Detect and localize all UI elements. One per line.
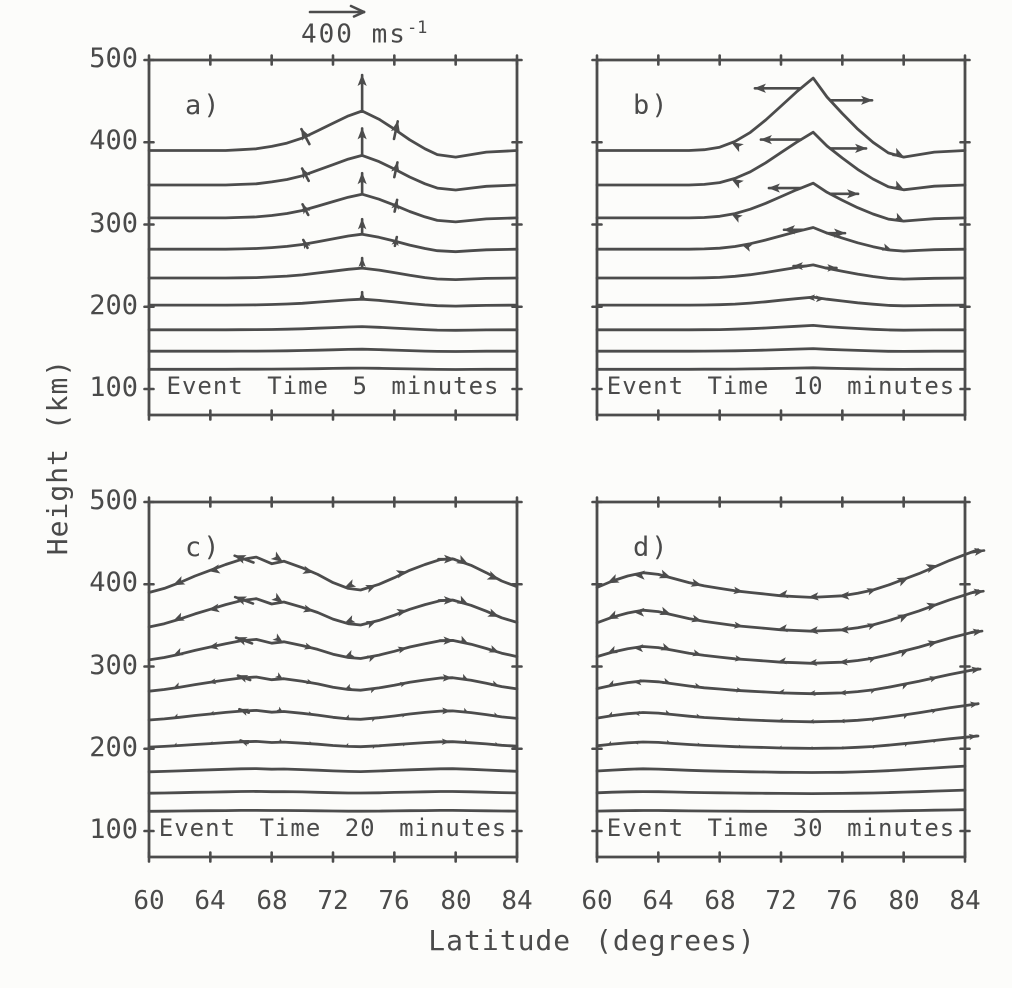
y-axis-title: Height (km): [41, 358, 74, 556]
panel-a-caption: Event Time 5 minutes: [166, 372, 500, 400]
x-tick-label: 76: [378, 886, 410, 916]
x-tick-label: 64: [642, 886, 674, 916]
y-tick-label: 300: [89, 650, 138, 681]
scale-label: 400 ms-1: [301, 18, 427, 50]
y-tick-label: 500: [89, 43, 138, 74]
x-tick-label: 60: [133, 886, 165, 916]
panel-c-caption: Event Time 20 minutes: [158, 814, 508, 842]
panel-a-plot: [143, 54, 523, 421]
x-tick-label: 80: [440, 886, 472, 916]
y-tick-label: 400: [89, 125, 138, 156]
x-tick-label: 68: [256, 886, 288, 916]
panel-b-label: b): [633, 90, 670, 121]
y-tick-label: 200: [89, 732, 138, 763]
x-axis-title: Latitude (degrees): [428, 924, 756, 957]
scale-arrow-icon: [308, 4, 366, 18]
x-tick-label: 60: [581, 886, 613, 916]
x-tick-label: 76: [826, 886, 858, 916]
x-tick-label: 72: [317, 886, 349, 916]
x-tick-label: 64: [194, 886, 226, 916]
panel-b-plot: [591, 54, 971, 421]
scale-value: 400: [301, 19, 354, 50]
panel-a-label: a): [185, 90, 222, 121]
panel-c-plot: [143, 496, 523, 863]
x-tick-label: 68: [704, 886, 736, 916]
x-tick-label: 72: [765, 886, 797, 916]
panel-c: c) Event Time 20 minutes: [143, 496, 523, 863]
panel-b-caption: Event Time 10 minutes: [606, 372, 956, 400]
x-tick-label: 80: [888, 886, 920, 916]
y-tick-label: 500: [89, 485, 138, 516]
y-tick-label: 100: [89, 372, 138, 403]
panel-d-caption: Event Time 30 minutes: [606, 814, 956, 842]
scale-exponent: -1: [406, 18, 428, 38]
panel-d-label: d): [633, 532, 670, 563]
panel-d: d) Event Time 30 minutes: [591, 496, 986, 863]
y-tick-label: 300: [89, 208, 138, 239]
x-tick-label: 84: [949, 886, 981, 916]
x-tick-label: 84: [501, 886, 533, 916]
panel-a: a) Event Time 5 minutes: [143, 54, 523, 421]
scale-unit: ms: [371, 19, 407, 50]
panel-b: b) Event Time 10 minutes: [591, 54, 971, 421]
panel-d-plot: [591, 496, 986, 863]
y-tick-label: 100: [89, 814, 138, 845]
y-tick-label: 200: [89, 290, 138, 321]
y-tick-label: 400: [89, 567, 138, 598]
panel-c-label: c): [185, 532, 222, 563]
